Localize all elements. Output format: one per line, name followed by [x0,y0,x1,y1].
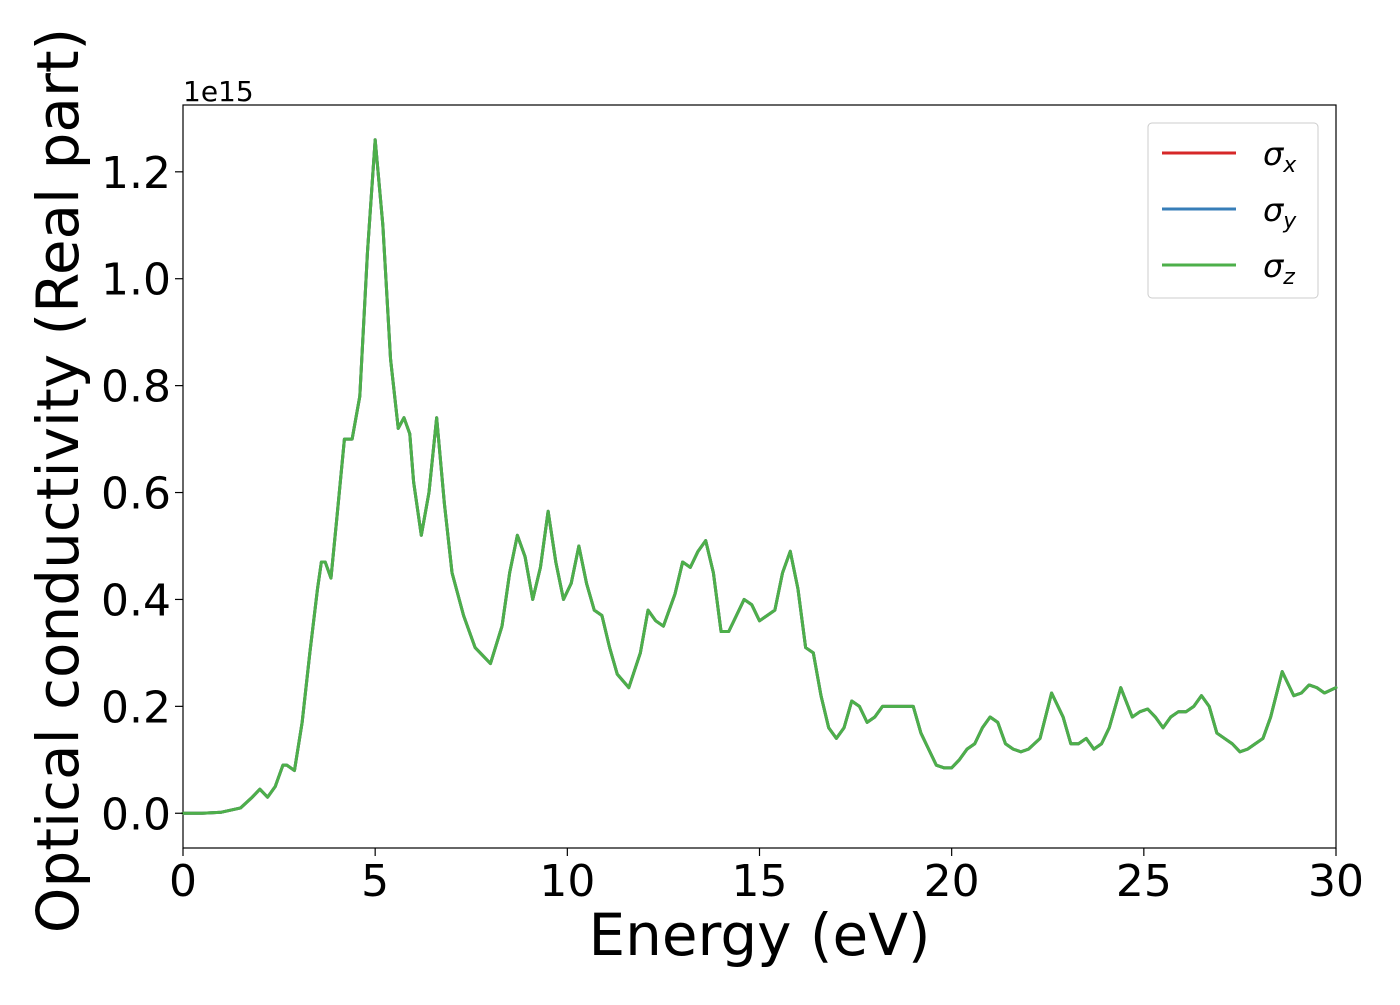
x-tick-label: 30 [1308,856,1364,907]
x-tick-label: 5 [361,856,389,907]
series-line-z [181,138,1338,815]
ticks-layer: 0 5 10 15 20 25 30 0.0 0.2 0.4 0.6 0.8 1.0 1.2 [101,148,1364,907]
y-axis-label: Optical conductivity (Real part) [24,28,92,933]
y-tick-label: 1.0 [101,255,171,306]
y-axis-multiplier: 1e15 [183,75,254,108]
y-tick-label: 0.4 [101,575,171,626]
plot-area: 0 5 10 15 20 25 30 0.0 0.2 0.4 0.6 0.8 1.0 1.2 [101,104,1364,907]
y-tick-label: 0.2 [101,682,171,733]
y-tick-label: 0.6 [101,469,171,520]
x-tick-label: 20 [924,856,980,907]
series-layer [181,138,1338,815]
x-tick-label: 10 [539,856,595,907]
y-tick-label: 0.8 [101,362,171,413]
y-tick-label: 0.0 [101,789,171,840]
x-axis-label: Energy (eV) [588,901,930,969]
y-tick-label: 1.2 [101,148,171,199]
x-tick-label: 15 [732,856,788,907]
x-tick-label: 25 [1116,856,1172,907]
x-tick-label: 0 [169,856,197,907]
